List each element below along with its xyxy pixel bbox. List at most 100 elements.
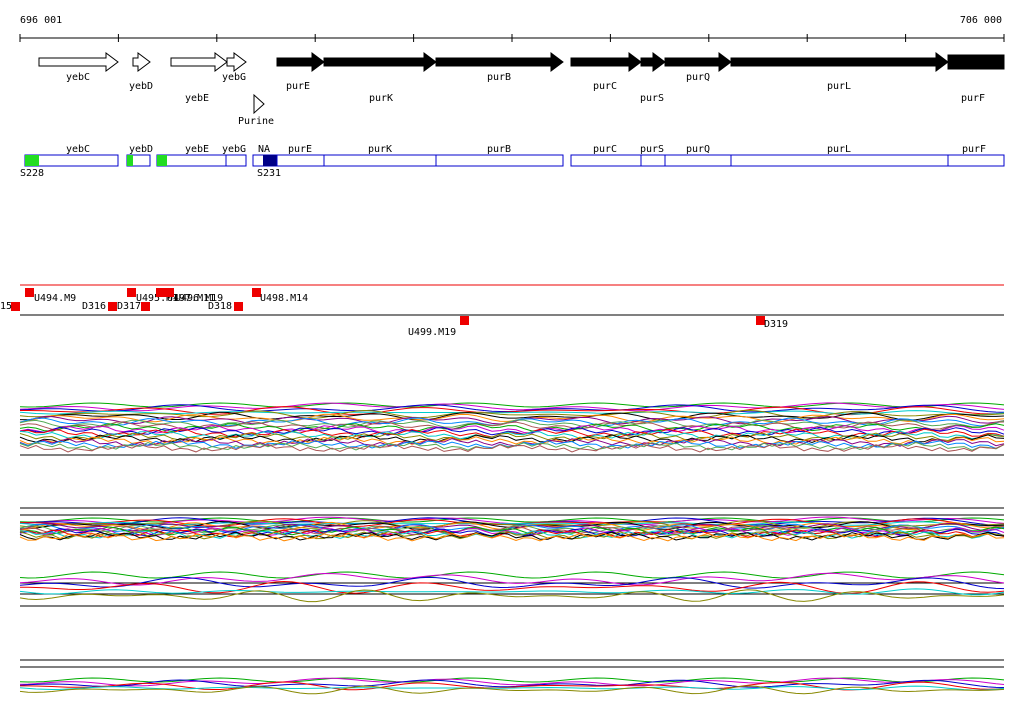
gene-label: purE [286,81,310,92]
gene-arrow [570,52,642,72]
segment [664,154,732,167]
probe-label: D318 [208,301,232,312]
probe-label: U495.M1 [136,293,178,304]
segment-fill [263,155,277,166]
signal-trace [19,441,1005,451]
signal-trace [19,432,1005,442]
probe-marker [460,316,469,325]
segment-label: yebG [222,144,246,155]
segment-label: NA [258,144,270,155]
gene-label: purK [369,93,393,104]
segment-label: yebD [129,144,153,155]
signal-trace [19,571,1005,579]
site-label: S228 [20,168,44,179]
gene-arrow [435,52,564,72]
probe-marker [252,288,261,297]
gene-label: yebC [66,72,90,83]
segment [570,154,642,167]
probe-label: U494.M9 [34,293,76,304]
ruler-start: 696 001 [20,15,62,26]
signal-trace [19,531,1005,541]
probe-marker [156,288,165,297]
signal-trace [19,572,1005,586]
segment-fill [25,155,39,166]
gene-label: purQ [686,72,710,83]
segment-label: purB [487,144,511,155]
probe-label: D317 [117,301,141,312]
segment-label: purK [368,144,392,155]
probe-label: 15 [0,301,12,312]
segment-fill [157,155,167,166]
gene-label: purB [487,72,511,83]
gene-arrow [38,52,119,72]
segment [435,154,564,167]
signal-trace [19,430,1005,440]
gene-label: Purine [238,116,274,127]
gene-arrow [226,52,247,72]
probe-marker [127,288,136,297]
probe-marker [11,302,20,311]
probe-marker [108,302,117,311]
segment-label: purL [827,144,851,155]
segment [225,154,247,167]
gene-arrow [253,93,265,115]
gene-arrow [947,54,1005,70]
gene-label: purF [961,93,985,104]
probe-marker [234,302,243,311]
gene-label: yebE [185,93,209,104]
gene-arrow [132,52,151,72]
signal-trace [19,576,1005,590]
signal-trace [19,677,1005,687]
signal-trace [19,443,1005,453]
segment [323,154,437,167]
segment [947,154,1005,167]
signal-trace [19,402,1005,412]
segment-label: purC [593,144,617,155]
segment [640,154,666,167]
probe-marker [141,302,150,311]
segment-label: purQ [686,144,710,155]
gene-label: yebD [129,81,153,92]
segment [276,154,325,167]
probe-label: U498.M14 [260,293,308,304]
probe-label: U497.M11 [167,293,215,304]
probe-label: D316 [82,301,106,312]
probe-marker [165,288,174,297]
segment-label: yebC [66,144,90,155]
segment-fill [127,155,133,166]
signal-trace [19,421,1005,431]
probe-label: U496.M19 [175,293,223,304]
gene-arrow [276,52,325,72]
gene-arrow [323,52,437,72]
ruler-end: 706 000 [960,15,1002,26]
gene-label: purL [827,81,851,92]
signal-trace [19,685,1005,695]
gene-label: yebG [222,72,246,83]
probe-label: D319 [764,319,788,330]
signal-trace [19,679,1005,688]
probe-label: U499.M19 [408,327,456,338]
signal-trace [19,685,1005,691]
gene-label: purC [593,81,617,92]
signal-trace [20,580,1005,594]
segment-label: yebE [185,144,209,155]
gene-arrow [640,52,666,72]
segment [730,154,949,167]
gene-arrow [730,52,949,72]
probe-marker [756,316,765,325]
segment-label: purS [640,144,664,155]
gene-arrow [664,52,732,72]
segment-label: purF [962,144,986,155]
gene-label: purS [640,93,664,104]
probe-marker [25,288,34,297]
site-label: S231 [257,168,281,179]
segment [156,154,227,167]
signal-trace [19,525,1005,535]
signal-trace [19,438,1005,447]
signal-trace [19,424,1005,434]
gene-arrow [170,52,228,72]
signal-trace [19,532,1005,542]
signal-trace [19,410,1005,416]
segment-label: purE [288,144,312,155]
